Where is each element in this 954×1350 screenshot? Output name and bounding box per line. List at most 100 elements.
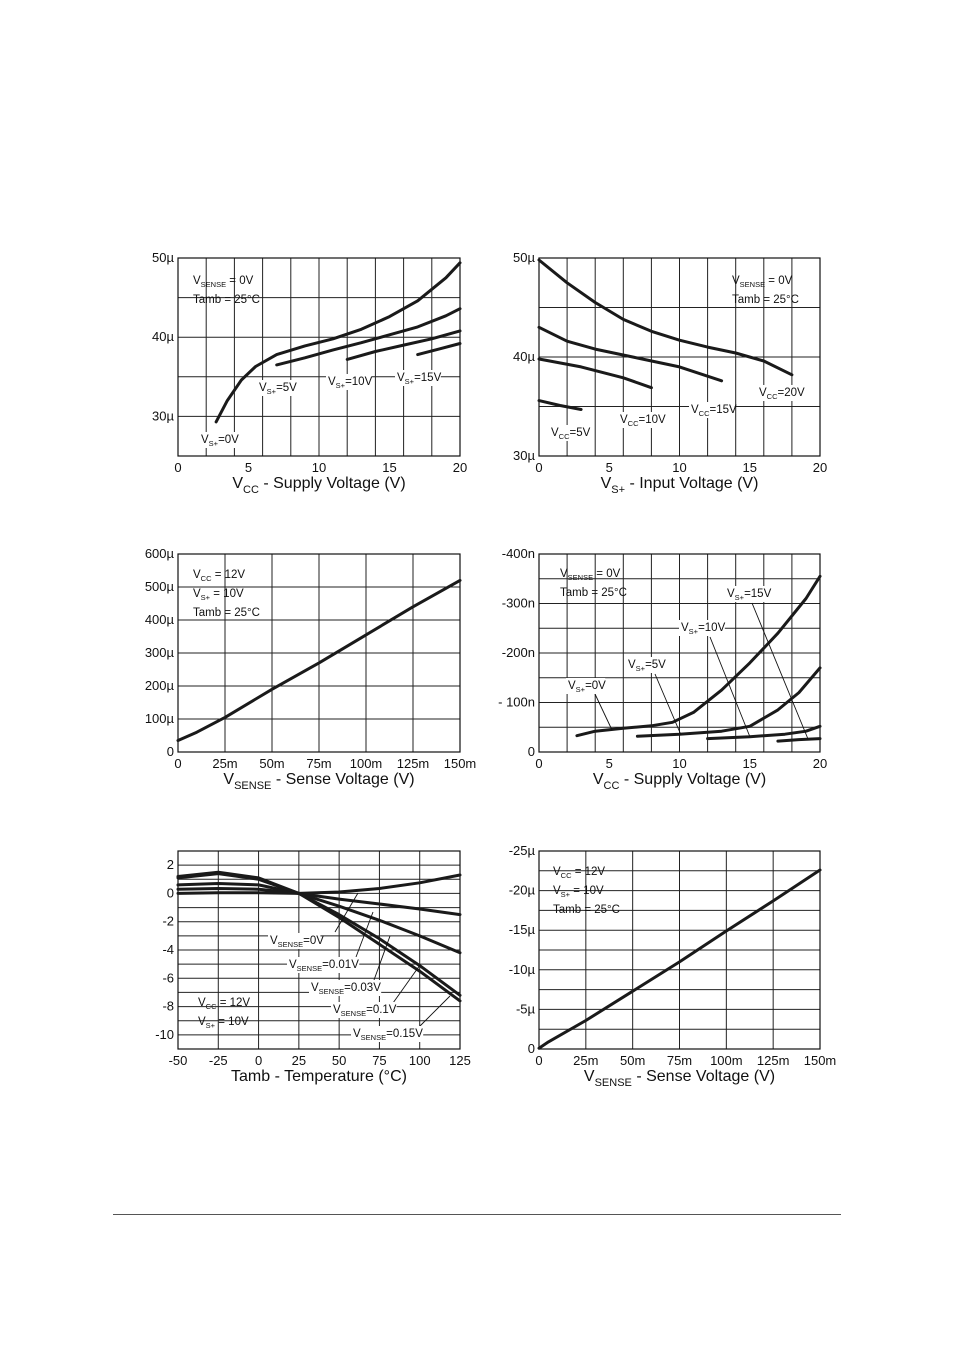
series-label: VSENSE=0V xyxy=(270,935,324,949)
x-tick-label: 5 xyxy=(245,460,252,475)
label-mask xyxy=(287,957,360,973)
label-mask xyxy=(566,678,606,694)
series-label: VCC=20V xyxy=(759,387,805,401)
y-tick-label: -20µ xyxy=(509,883,536,898)
series-label: VS+=15V xyxy=(397,372,442,386)
x-tick-label: 20 xyxy=(813,460,827,475)
leader-line xyxy=(419,995,451,1027)
x-tick-label: 20 xyxy=(453,460,467,475)
x-tick-label: 125m xyxy=(397,756,430,771)
y-tick-label: 2 xyxy=(167,857,174,872)
x-tick-label: -50 xyxy=(169,1053,188,1068)
y-tick-label: 30µ xyxy=(152,408,174,423)
series-line-0 xyxy=(176,578,462,742)
label-mask xyxy=(257,380,297,396)
series-label: VS+=10V xyxy=(328,376,373,390)
series-label: VSENSE=0.03V xyxy=(311,982,381,996)
y-tick-label: 300µ xyxy=(145,645,175,660)
label-mask xyxy=(689,402,735,418)
x-tick-label: 75m xyxy=(667,1053,692,1068)
series-label: VS+=0V xyxy=(568,680,606,694)
condition-text: Tamb = 25°C xyxy=(553,904,620,916)
x-tick-label: 75m xyxy=(306,756,331,771)
x-axis-label: Tamb - Temperature (°C) xyxy=(231,1068,407,1085)
y-tick-label: -10 xyxy=(155,1027,174,1042)
series-line-2 xyxy=(537,357,653,390)
x-tick-label: -25 xyxy=(209,1053,228,1068)
series-label: VCC=5V xyxy=(551,427,591,441)
series-label: VSENSE=0.15V xyxy=(353,1028,423,1042)
plot-frame xyxy=(538,850,821,1050)
y-tick-label: -300n xyxy=(502,596,535,611)
plot-frame xyxy=(538,257,821,457)
series-line-1 xyxy=(537,325,724,383)
series-line-1 xyxy=(176,887,462,917)
x-tick-label: 50m xyxy=(259,756,284,771)
label-mask xyxy=(268,933,321,949)
leader-line xyxy=(373,935,391,981)
chart-c2: 0 5 10 15 20 30µ 40µ 50µ VS+ - Input Voltage (V)… xyxy=(513,250,827,496)
x-tick-label: 0 xyxy=(535,756,542,771)
series-line-1 xyxy=(275,307,462,367)
condition-text: Tamb = 25°C xyxy=(193,607,260,619)
leader-line xyxy=(355,911,374,958)
condition-text: VS+ = 10V xyxy=(198,1016,249,1030)
x-tick-label: 10 xyxy=(672,756,686,771)
x-tick-label: 0 xyxy=(174,756,181,771)
y-tick-label: 40µ xyxy=(152,329,174,344)
series-line-2 xyxy=(706,724,822,741)
x-tick-label: 10 xyxy=(672,460,686,475)
x-tick-label: 0 xyxy=(174,460,181,475)
x-tick-label: 25m xyxy=(212,756,237,771)
condition-text: Tamb = 25°C xyxy=(732,294,799,306)
series-line-4 xyxy=(176,870,462,1003)
x-tick-label: 0 xyxy=(535,460,542,475)
x-axis-label: VSENSE - Sense Voltage (V) xyxy=(223,771,414,792)
chart-c4: 0 5 10 15 20 0 - 100n -200n -300n -400n VCC - Supp… xyxy=(498,546,827,792)
label-mask xyxy=(626,657,666,673)
x-tick-label: 10 xyxy=(312,460,326,475)
condition-text: VSENSE = 0V xyxy=(732,275,793,289)
y-tick-label: 500µ xyxy=(145,579,175,594)
leader-line xyxy=(594,693,613,731)
label-mask xyxy=(618,412,664,428)
leader-line xyxy=(751,602,809,740)
series-line-3 xyxy=(537,399,583,411)
y-tick-label: -400n xyxy=(502,546,535,561)
leader-line xyxy=(709,636,751,738)
y-tick-label: -25µ xyxy=(509,843,536,858)
x-axis-label: VS+ - Input Voltage (V) xyxy=(601,475,759,496)
series-label: VS+=15V xyxy=(727,588,772,602)
series-line-0 xyxy=(575,574,822,738)
series-label: VCC=15V xyxy=(691,404,737,418)
x-tick-label: 100m xyxy=(350,756,383,771)
series-label: VS+=5V xyxy=(628,659,666,673)
series-line-2 xyxy=(176,882,462,955)
x-tick-label: 75 xyxy=(372,1053,386,1068)
plot-frame xyxy=(538,553,821,753)
leader-line xyxy=(334,892,359,933)
y-tick-label: 50µ xyxy=(513,250,535,265)
label-mask xyxy=(549,425,589,441)
condition-text: VCC = 12V xyxy=(193,569,245,583)
label-mask xyxy=(331,1002,397,1018)
x-tick-label: 25m xyxy=(573,1053,598,1068)
x-tick-label: 125m xyxy=(757,1053,790,1068)
condition-text: Tamb = 25°C xyxy=(193,294,260,306)
plot-frame xyxy=(177,257,461,457)
label-mask xyxy=(351,1026,424,1042)
condition-text: VSENSE = 0V xyxy=(193,275,254,289)
series-label: VCC=10V xyxy=(620,414,666,428)
label-mask xyxy=(395,370,441,386)
label-mask xyxy=(326,374,372,390)
y-tick-label: 600µ xyxy=(145,546,175,561)
x-tick-label: 15 xyxy=(743,460,757,475)
series-label: VS+=10V xyxy=(681,622,726,636)
x-tick-label: 100m xyxy=(710,1053,743,1068)
x-tick-label: 15 xyxy=(382,460,396,475)
condition-text: VCC = 12V xyxy=(553,866,605,880)
series-line-1 xyxy=(635,666,822,738)
series-line-0 xyxy=(537,258,794,377)
y-tick-label: 200µ xyxy=(145,678,175,693)
